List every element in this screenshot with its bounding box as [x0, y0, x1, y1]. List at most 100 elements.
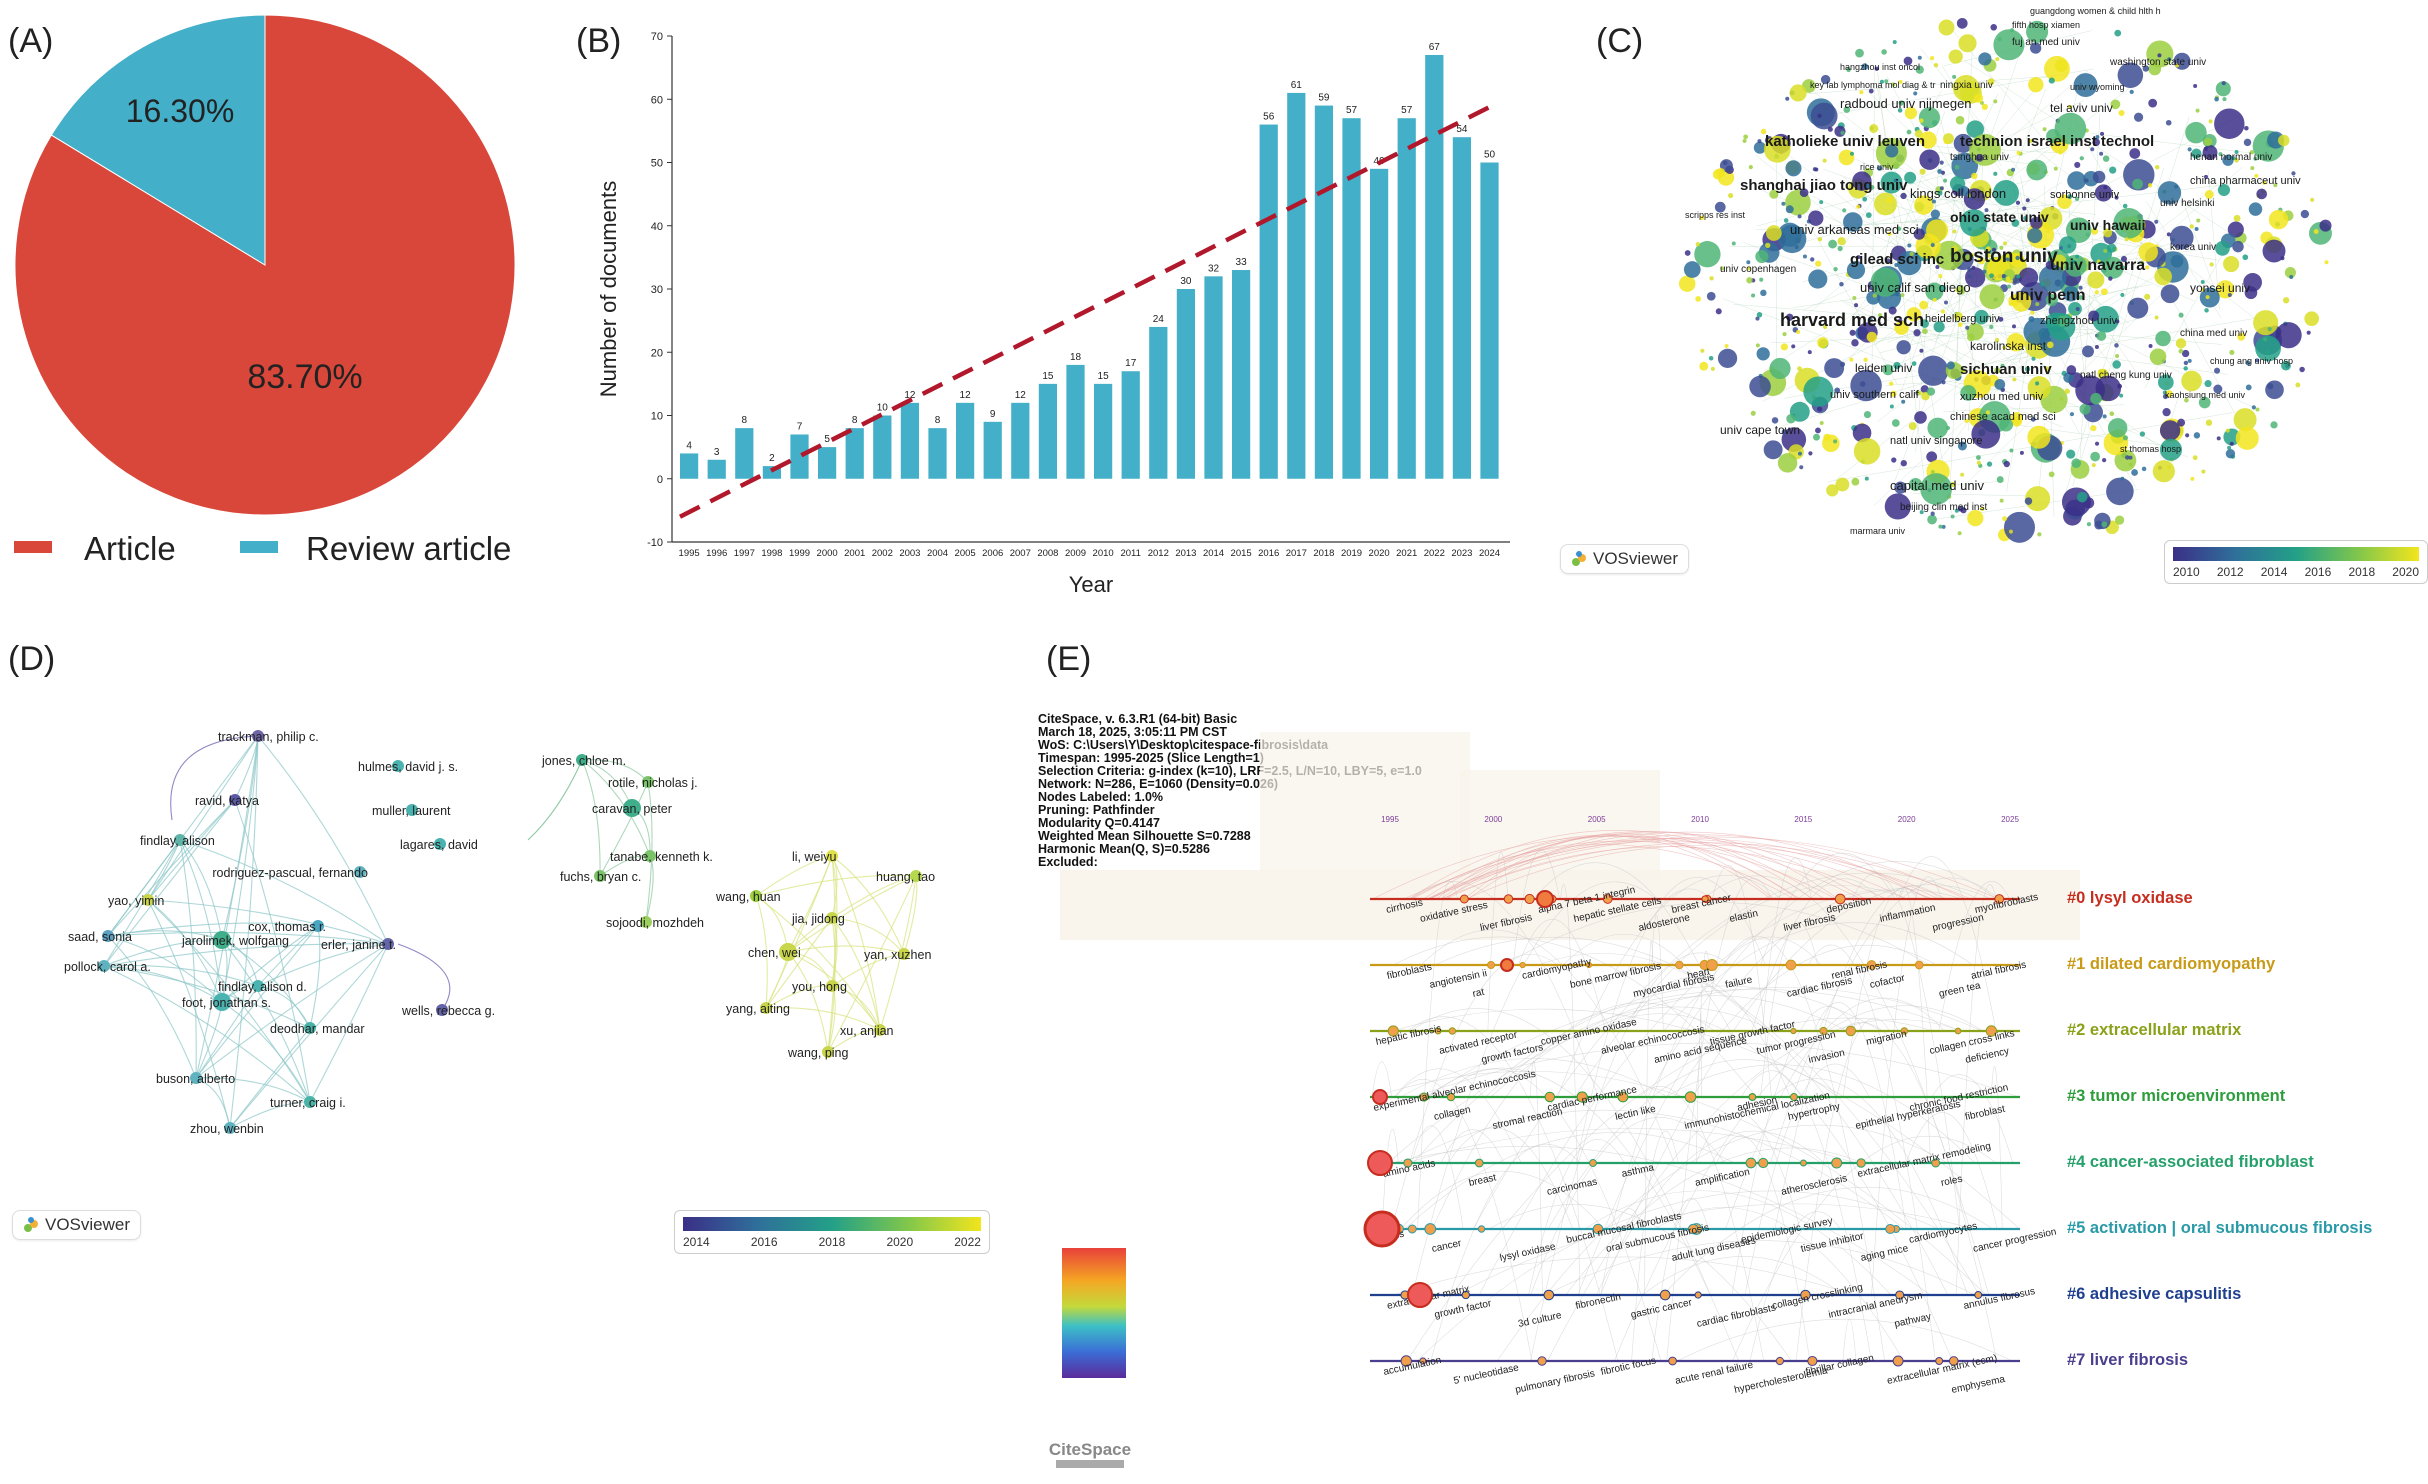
institution-node: [2026, 159, 2048, 181]
institution-node: [2198, 396, 2211, 409]
author-node: [826, 912, 838, 924]
institution-node: [2248, 202, 2263, 216]
network-edge: [1784, 70, 2088, 335]
institution-node: [2011, 291, 2032, 312]
author-label: sojoodi, mozhdeh: [606, 916, 704, 930]
institution-node: [1941, 524, 1946, 529]
institution-node: [2193, 83, 2198, 88]
bar-value-label: 8: [935, 415, 941, 426]
network-edge: [1922, 100, 2085, 178]
author-label: ravid, katya: [195, 794, 259, 808]
institution-node: [1759, 277, 1764, 282]
bar-value-label: 2: [769, 453, 775, 464]
keyword-label: breast: [1468, 1172, 1498, 1189]
institution-node: [2255, 335, 2281, 362]
author-node: [760, 1002, 772, 1014]
citation-arc: [1403, 838, 1932, 900]
institution-node: [1706, 291, 1716, 301]
author-label: yao, yimin: [108, 894, 164, 908]
institution-node: [2204, 380, 2212, 388]
y-tick-label: 60: [651, 94, 663, 106]
institution-node: [1960, 472, 1965, 477]
institution-node: [2193, 432, 2201, 439]
institution-node: [2026, 20, 2049, 43]
keyword-node: [1914, 960, 1924, 970]
institution-node: [2154, 164, 2160, 170]
institution-node: [1843, 106, 1851, 113]
keyword-node: [1800, 1289, 1811, 1301]
institution-node: [2115, 354, 2120, 359]
institution-node: [2187, 147, 2192, 152]
citation-arc: [1404, 1132, 1735, 1230]
institution-node: [1834, 387, 1841, 394]
institution-node: [1884, 493, 1911, 520]
author-node: [576, 754, 588, 766]
institution-node: [2012, 377, 2017, 382]
institution-node: [1891, 457, 1897, 463]
coauthor-edge: [147, 799, 236, 901]
institution-node: [2253, 310, 2279, 336]
keyword-node-large: [1372, 1089, 1388, 1105]
institution-node: [1785, 313, 1794, 321]
institution-label: henan normal univ: [2190, 152, 2272, 163]
institution-node: [1810, 102, 1838, 130]
citespace-color-legend: [1062, 1248, 1126, 1378]
institution-node: [1817, 337, 1829, 349]
institution-node: [1977, 256, 1986, 265]
bar-value-label: 50: [1484, 150, 1496, 161]
year-tick: 2015: [1794, 815, 1812, 824]
author-label: huang, tao: [876, 870, 935, 884]
institution-label: univ navarra: [2050, 257, 2145, 274]
coauthor-edge: [755, 895, 881, 1031]
institution-node: [1956, 285, 1966, 295]
institution-node: [1919, 168, 1926, 175]
institution-node: [2094, 512, 2111, 530]
institution-node: [2268, 209, 2289, 230]
coauthor-edge: [103, 943, 389, 967]
keyword-label: annulus fibrosus: [1963, 1286, 2037, 1312]
keyword-node: [1400, 1355, 1412, 1367]
institution-node: [1717, 348, 1738, 368]
citation-arc: [1662, 1186, 1994, 1296]
institution-node: [1894, 320, 1909, 335]
bar-value-label: 8: [742, 415, 748, 426]
institution-node: [1819, 421, 1824, 426]
institution-node: [1926, 451, 1938, 463]
institution-node: [1976, 460, 1982, 466]
institution-node: [2091, 463, 2096, 468]
institution-node: [2213, 384, 2223, 394]
author-label: tanabe, kenneth k.: [610, 850, 713, 864]
institution-node: [2278, 134, 2290, 147]
institution-node: [2087, 271, 2105, 289]
institution-node: [2154, 267, 2172, 286]
x-tick-label: 1998: [761, 548, 782, 559]
institution-node: [2243, 138, 2252, 147]
institution-label: tsinghua univ: [1950, 152, 2009, 163]
citation-arc: [1442, 831, 1929, 900]
institution-node: [1781, 201, 1786, 206]
citation-arc: [1428, 836, 1999, 900]
institution-node: [2295, 382, 2301, 388]
institution-label: radboud univ nijmegen: [1840, 96, 1972, 111]
institution-node: [2282, 297, 2290, 304]
institution-node: [1864, 476, 1869, 481]
institution-node: [2075, 254, 2080, 259]
institution-node: [1731, 241, 1736, 246]
x-tick-label: 2009: [1065, 548, 1086, 559]
x-tick-label: 2007: [1010, 548, 1031, 559]
keyword-node: [1705, 959, 1718, 971]
institution-node: [1967, 510, 1984, 527]
citation-arc: [1723, 935, 1885, 1362]
coauthor-edge: [147, 899, 389, 945]
keyword-node: [1617, 1091, 1629, 1103]
institution-node: [2120, 255, 2128, 263]
institution-node: [1898, 79, 1903, 84]
institution-node: [2115, 319, 2120, 324]
institution-node: [2094, 290, 2099, 295]
institution-node: [2243, 272, 2262, 292]
author-label: rotile, nicholas j.: [608, 776, 698, 790]
institution-node: [1957, 505, 1964, 512]
institution-node: [1909, 477, 1923, 492]
coauthor-edge: [195, 1001, 223, 1079]
institution-node: [1755, 343, 1760, 348]
